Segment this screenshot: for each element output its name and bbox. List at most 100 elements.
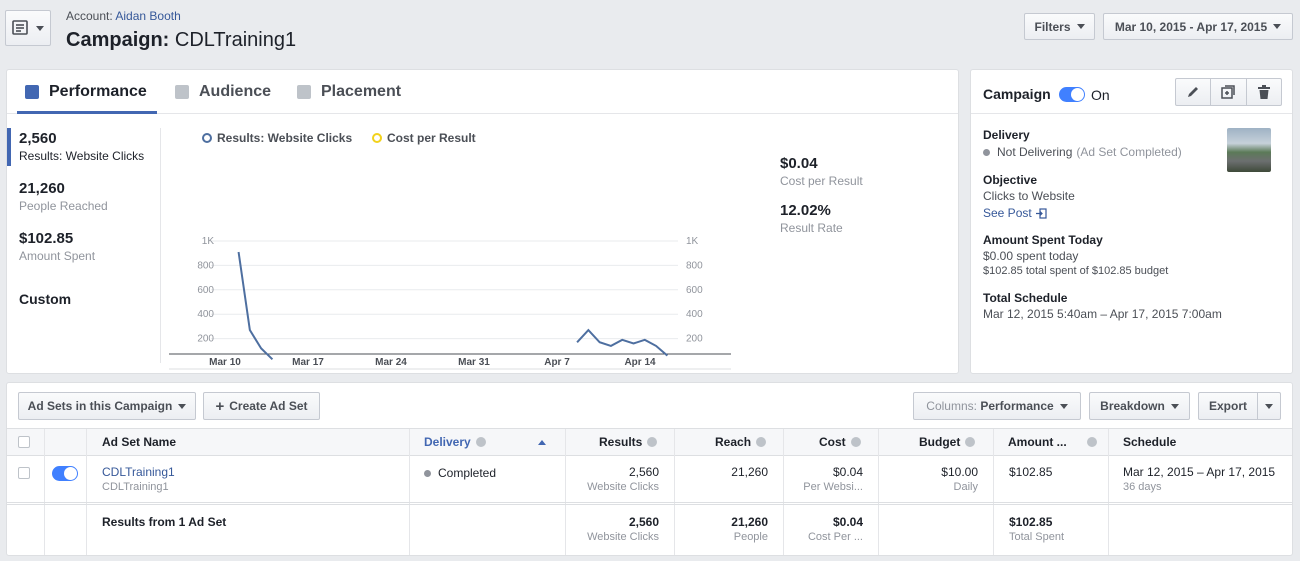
chevron-down-icon [1170,403,1179,409]
kpi-cost-per-result: $0.04 Cost per Result [780,155,863,188]
export-options-button[interactable] [1257,392,1281,420]
adsets-dropdown[interactable]: Ad Sets in this Campaign [18,392,196,420]
metric-label: Amount Spent [19,249,96,263]
breakdown-label: Breakdown [1100,399,1165,413]
side-title: Campaign [983,86,1051,102]
info-icon [475,437,486,447]
col-header-delivery[interactable]: Delivery [424,435,546,449]
duplicate-button[interactable] [1211,79,1247,105]
objective-heading: Objective [983,173,1038,187]
placement-icon [297,85,311,99]
col-divider [878,429,879,555]
view-menu-button[interactable] [5,10,51,46]
tab-performance[interactable]: Performance [25,83,147,101]
y-tick-left: 200 [197,334,214,345]
chevron-down-icon [1059,403,1068,409]
select-all-checkbox[interactable] [18,436,30,448]
columns-value: Performance [980,399,1054,413]
amount-section: Amount Spent Today $0.00 spent today $10… [983,233,1168,277]
status-dot [983,148,990,156]
trash-icon [1257,85,1270,99]
chevron-down-icon [1265,403,1273,409]
report-icon [12,20,28,35]
columns-dropdown[interactable]: Columns: Performance [913,392,1081,420]
chevron-down-icon [36,25,44,31]
edit-button[interactable] [1176,79,1212,105]
performance-chart: Results: Website Clicks Cost per Result 1K… [169,131,731,370]
chevron-down-icon [1076,24,1085,29]
y-tick-left: 600 [197,285,214,296]
col-header-results[interactable]: Results [599,435,658,449]
col-header-budget[interactable]: Budget [919,435,976,449]
amount-total: $102.85 total spent of $102.85 budget [983,265,1169,277]
breakdown-dropdown[interactable]: Breakdown [1089,392,1190,420]
col-header-reach[interactable]: Reach [715,435,767,449]
status-dot [424,469,431,477]
col-header-amount[interactable]: Amount ... [1008,435,1097,449]
col-header-label: Cost [819,435,846,449]
schedule-value: Mar 12, 2015 – Apr 17, 2015 [1123,465,1276,479]
adset-toggle[interactable] [52,466,78,481]
row-checkbox[interactable] [18,467,30,479]
col-header-label: Budget [919,435,961,449]
amount-today: $0.00 spent today [983,249,1079,263]
series-line [576,328,669,357]
filters-label: Filters [1034,19,1071,34]
kpi-result-rate: 12.02% Result Rate [780,202,843,235]
summary-label: Results from 1 Ad Set [102,515,227,529]
metric-results[interactable]: 2,560 Results: Website Clicks [19,130,144,163]
create-adset-button[interactable]: + Create Ad Set [203,392,320,420]
tab-label: Performance [49,83,147,100]
account-link[interactable]: Aidan Booth [115,9,181,23]
kpi-value: 12.02% [780,202,831,219]
legend-marker [202,133,212,143]
tabs-divider [7,113,958,114]
metric-custom[interactable]: Custom [19,291,71,307]
col-header-name[interactable]: Ad Set Name [102,435,177,449]
reach-cell: 21,260 [731,465,768,479]
col-divider [86,429,87,555]
col-divider [993,429,994,555]
col-divider [44,429,45,555]
kpi-label: Result Rate [780,221,843,235]
see-post-link[interactable]: See Post [983,206,1075,220]
adset-name-cell: CDLTraining1 CDLTraining1 [102,465,175,493]
y-tick-left: 400 [197,309,214,320]
summary-amount-value: $102.85 [1009,515,1053,529]
results-value: 2,560 [628,465,659,479]
account-prefix: Account: [66,9,116,23]
objective-section: Objective Clicks to Website See Post [983,173,1075,220]
metric-reach[interactable]: 21,260 People Reached [19,180,108,213]
col-divider [409,429,410,555]
summary-results-sub: Website Clicks [587,531,659,543]
metric-amount-spent[interactable]: $102.85 Amount Spent [19,230,95,263]
adset-subname: CDLTraining1 [102,481,169,493]
legend-marker [372,133,382,143]
adset-name-link[interactable]: CDLTraining1 [102,465,175,479]
y-tick-right: 200 [686,334,703,345]
col-header-cost[interactable]: Cost [819,435,861,449]
col-header-label: Amount ... [1008,435,1067,449]
date-range-picker[interactable]: Mar 10, 2015 - Apr 17, 2015 [1103,13,1293,40]
col-divider [1108,429,1109,555]
see-post-label: See Post [983,206,1032,220]
summary-results-value: 2,560 [628,515,659,529]
tab-audience[interactable]: Audience [175,83,271,101]
metric-label: Results: Website Clicks [19,149,145,163]
campaign-toggle[interactable] [1059,87,1085,102]
bar-chart-icon [25,85,39,99]
col-header-schedule[interactable]: Schedule [1123,435,1177,449]
create-adset-label: Create Ad Set [229,399,308,413]
campaign-name: CDLTraining1 [174,29,297,51]
filters-button[interactable]: Filters [1024,13,1095,40]
delete-button[interactable] [1247,79,1281,105]
cost-value: $0.04 [832,465,863,479]
summary-results: 2,560 Website Clicks [587,515,659,543]
y-tick-left: 800 [197,260,214,271]
tab-placement[interactable]: Placement [297,83,401,101]
schedule-cell: Mar 12, 2015 – Apr 17, 2015 36 days [1123,465,1275,493]
cost-sub: Per Websi... [803,481,863,493]
account-line: Account: Aidan Booth [66,9,181,23]
export-button[interactable]: Export [1198,392,1258,420]
x-tick-label: Apr 14 [624,357,656,368]
